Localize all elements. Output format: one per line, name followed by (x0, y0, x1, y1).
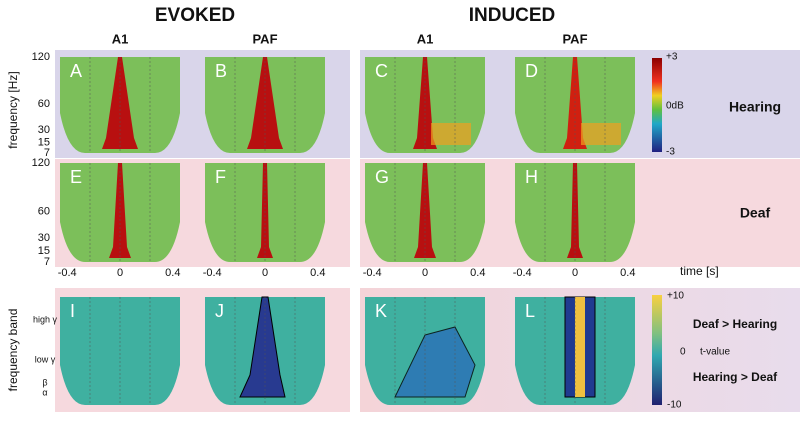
x-tick-label: 0.4 (470, 267, 485, 279)
x-tick-label: 0 (117, 267, 123, 279)
x-tick-label: 0.4 (620, 267, 635, 279)
response (581, 123, 621, 145)
panel-letter: J (215, 301, 224, 321)
panel-letter: I (70, 301, 75, 321)
panel-letter: G (375, 167, 389, 187)
x-tick-label: 0 (422, 267, 428, 279)
colorbar-label: -3 (666, 147, 675, 158)
column-label: A1 (112, 31, 129, 46)
colorbar-label: 0dB (666, 101, 684, 112)
y-tick-label: 7 (44, 256, 50, 268)
colorbar-label: -10 (667, 400, 682, 411)
panel-letter: D (525, 61, 538, 81)
y-tick-label: 60 (38, 205, 50, 217)
y-tick-label: 60 (38, 98, 50, 110)
x-tick-label: 0.4 (310, 267, 325, 279)
axis-label: frequency [Hz] (6, 71, 20, 148)
band-label: α (42, 387, 47, 397)
panel-letter: H (525, 167, 538, 187)
colorbar (652, 295, 662, 405)
panel-letter: E (70, 167, 82, 187)
band-label: β (42, 377, 47, 387)
cluster (239, 296, 286, 398)
y-tick-label: 15 (38, 245, 50, 257)
cluster (575, 297, 585, 397)
response (431, 123, 471, 145)
axis-label: time [s] (680, 264, 719, 278)
contrast-label: Deaf > Hearing (693, 317, 777, 331)
response (567, 163, 583, 258)
x-tick-label: 0.4 (165, 267, 180, 279)
y-tick-label: 120 (32, 157, 50, 169)
row-label: Deaf (740, 205, 771, 221)
axis-label: frequency band (6, 309, 20, 392)
x-tick-label: -0.4 (363, 267, 382, 279)
row-label: Hearing (729, 99, 781, 115)
cluster (394, 326, 476, 398)
y-tick-label: 30 (38, 232, 50, 244)
x-tick-label: 0 (572, 267, 578, 279)
panel-letter: B (215, 61, 227, 81)
panel-letter: K (375, 301, 387, 321)
x-tick-label: 0 (262, 267, 268, 279)
header: EVOKED (155, 5, 235, 26)
column-label: A1 (417, 31, 434, 46)
column-label: PAF (252, 31, 277, 46)
y-tick-label: 15 (38, 136, 50, 148)
x-tick-label: -0.4 (58, 267, 77, 279)
panel-letter: F (215, 167, 226, 187)
colorbar-label: +10 (667, 291, 684, 302)
y-tick-label: 7 (44, 147, 50, 159)
colorbar-label: 0 (680, 347, 686, 358)
colorbar-label: t-value (700, 347, 730, 358)
response (257, 163, 273, 258)
y-tick-label: 120 (32, 51, 50, 63)
band-label: low γ (35, 354, 56, 364)
panel-letter: C (375, 61, 388, 81)
column-label: PAF (562, 31, 587, 46)
response (109, 163, 131, 258)
panel-letter: L (525, 301, 535, 321)
x-tick-label: -0.4 (203, 267, 222, 279)
contrast-label: Hearing > Deaf (693, 370, 778, 384)
band-label: high γ (33, 314, 58, 324)
colorbar-label: +3 (666, 52, 678, 63)
colorbar (652, 58, 662, 152)
panel-letter: A (70, 61, 82, 81)
response (414, 163, 436, 258)
y-tick-label: 30 (38, 124, 50, 136)
x-tick-label: -0.4 (513, 267, 532, 279)
header: INDUCED (469, 5, 556, 26)
